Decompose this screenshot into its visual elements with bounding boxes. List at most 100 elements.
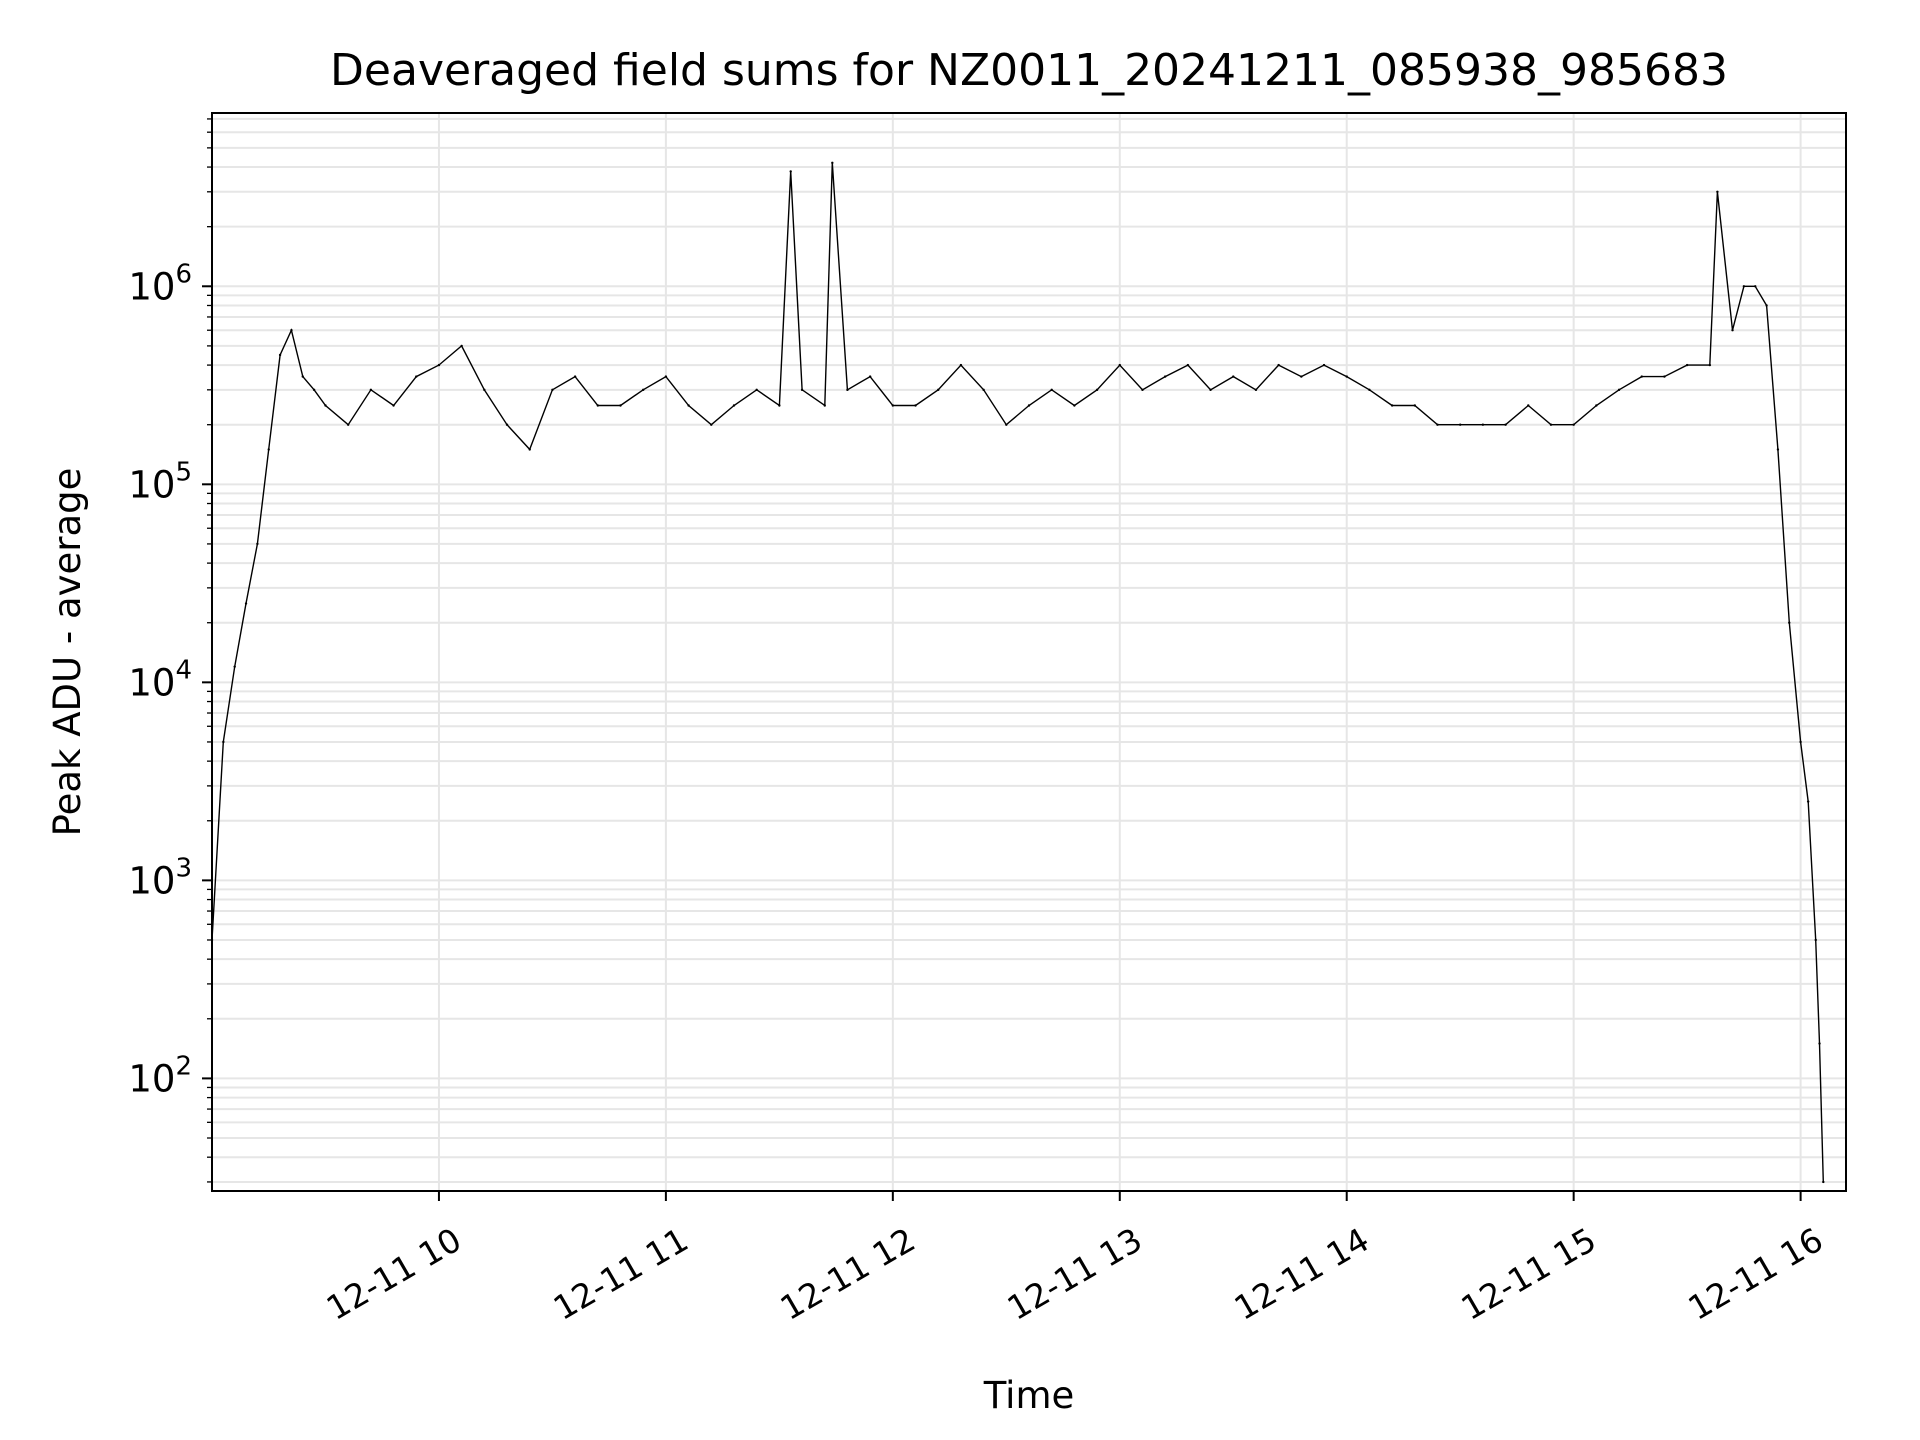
data-point	[664, 375, 668, 378]
data-point	[1232, 375, 1235, 378]
data-point	[267, 448, 270, 451]
data-point	[823, 404, 826, 407]
data-point	[1527, 404, 1530, 407]
data-point	[437, 363, 441, 367]
data-point	[369, 388, 373, 392]
data-point	[1806, 800, 1810, 803]
y-tick-label: 104	[128, 655, 192, 704]
data-point	[1413, 404, 1417, 407]
data-point	[1663, 375, 1666, 378]
data-point	[1572, 423, 1575, 426]
data-point	[1458, 423, 1462, 426]
data-point	[346, 423, 350, 426]
data-area	[212, 161, 1825, 1184]
data-point	[1368, 388, 1371, 392]
data-point	[868, 375, 872, 378]
data-point	[290, 329, 293, 332]
data-point	[460, 344, 463, 348]
data-point	[1595, 404, 1598, 407]
data-point	[1436, 423, 1439, 426]
data-point	[1504, 423, 1507, 426]
data-point	[778, 404, 781, 407]
data-point	[1731, 329, 1734, 332]
data-point	[641, 388, 645, 392]
data-point	[1095, 388, 1099, 392]
data-point	[324, 404, 327, 407]
data-point	[914, 404, 917, 407]
data-point	[222, 740, 225, 744]
data-point	[1050, 388, 1053, 392]
data-point	[1481, 423, 1485, 426]
data-point	[551, 388, 554, 392]
data-point	[1788, 621, 1791, 624]
data-point	[1640, 375, 1643, 378]
grid	[212, 113, 1846, 1191]
data-point	[312, 388, 316, 392]
data-point	[1322, 363, 1326, 367]
data-point	[982, 388, 985, 392]
data-point	[1209, 388, 1212, 392]
y-tick-label: 106	[128, 259, 192, 308]
data-point	[233, 665, 236, 668]
data-point	[1754, 285, 1757, 288]
data-point	[1254, 388, 1258, 392]
data-point	[1027, 404, 1031, 407]
data-point	[1005, 423, 1008, 426]
data-point	[732, 404, 736, 407]
data-point	[755, 388, 758, 392]
data-point	[891, 404, 895, 407]
data-point	[800, 388, 804, 392]
data-point	[846, 388, 849, 392]
data-point	[415, 375, 418, 378]
data-point	[1277, 363, 1280, 367]
data-point	[937, 388, 940, 392]
data-point	[1163, 375, 1167, 378]
y-tick-label: 105	[128, 457, 192, 506]
data-point	[1708, 363, 1712, 367]
y-tick-label: 102	[128, 1051, 192, 1100]
data-point	[528, 448, 531, 451]
data-point	[1549, 423, 1553, 426]
data-point	[1814, 938, 1817, 942]
data-point	[1300, 375, 1303, 378]
data-point	[1716, 190, 1719, 194]
x-axis-label: Time	[983, 1374, 1075, 1417]
data-point	[1685, 363, 1689, 367]
data-point	[573, 375, 577, 378]
data-point	[278, 353, 282, 357]
data-point	[483, 388, 486, 392]
data-point	[505, 423, 509, 426]
data-point	[831, 161, 834, 165]
data-point	[1799, 740, 1802, 744]
data-point	[1818, 1042, 1821, 1045]
plot-frame	[211, 112, 1847, 1192]
y-tick-label: 103	[128, 853, 192, 902]
data-point	[1141, 388, 1144, 392]
data-point	[1073, 404, 1076, 407]
data-point	[256, 542, 259, 546]
data-point	[1390, 404, 1394, 407]
data-point	[1742, 285, 1746, 288]
data-point	[392, 404, 395, 407]
data-point	[1617, 388, 1621, 392]
data-point	[687, 404, 690, 407]
data-point	[619, 404, 622, 407]
series-line	[212, 162, 1824, 1182]
data-point	[596, 404, 600, 407]
y-axis-label: Peak ADU - average	[46, 468, 89, 837]
data-point	[1776, 448, 1780, 451]
data-point	[244, 602, 248, 605]
data-point	[1765, 304, 1768, 307]
data-point	[1822, 1180, 1825, 1184]
data-point	[1186, 363, 1190, 367]
data-point	[710, 423, 713, 426]
data-point	[959, 363, 963, 367]
chart-title: Deaveraged field sums for NZ0011_2024121…	[330, 45, 1728, 96]
data-point	[301, 375, 304, 378]
data-point	[1118, 363, 1121, 367]
data-point	[789, 170, 792, 173]
data-point	[1345, 375, 1348, 378]
